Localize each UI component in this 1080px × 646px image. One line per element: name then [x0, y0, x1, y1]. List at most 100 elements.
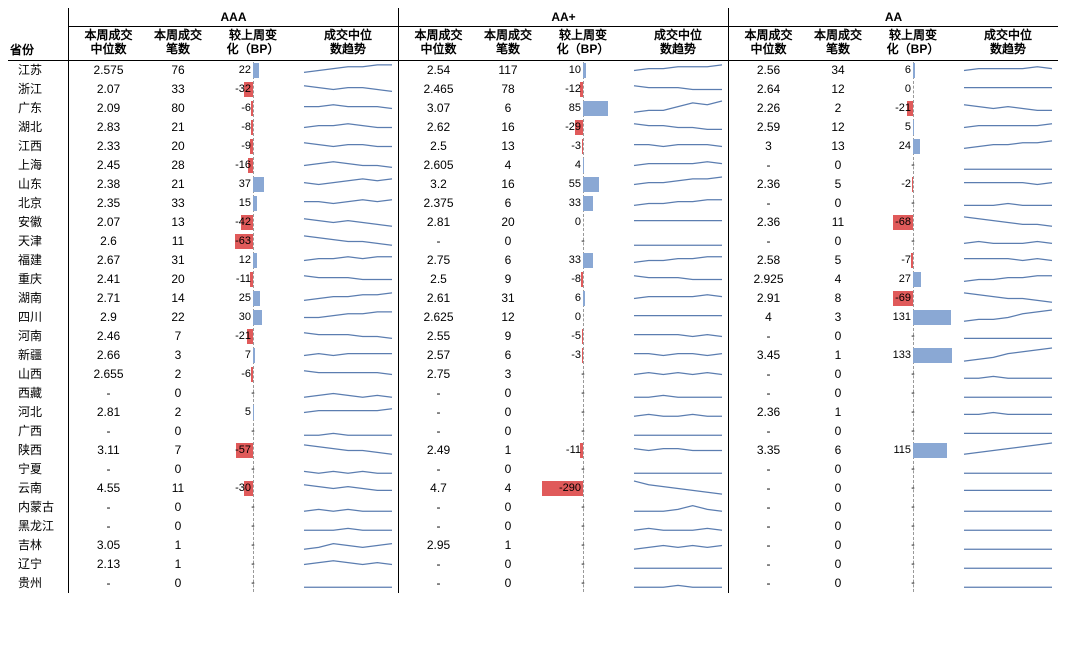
spark-AA-12 — [958, 289, 1058, 308]
count-AAA-7: 33 — [148, 194, 208, 213]
subhdr-AA+-3: 成交中位数趋势 — [628, 27, 728, 61]
spark-AA+-18 — [628, 403, 728, 422]
bp-AA-23: - — [868, 498, 958, 517]
spark-AAA-2 — [298, 99, 398, 118]
spark-AA+-17 — [628, 384, 728, 403]
median-AAA-7: 2.35 — [68, 194, 148, 213]
bp-AA-27: - — [868, 574, 958, 593]
spark-AA+-7 — [628, 194, 728, 213]
bp-AAA-4: -9 — [208, 137, 298, 156]
spark-AA-26 — [958, 555, 1058, 574]
median-AA+-26: - — [398, 555, 478, 574]
bp-AA-15: 133 — [868, 346, 958, 365]
count-AAA-14: 7 — [148, 327, 208, 346]
count-AA-14: 0 — [808, 327, 868, 346]
count-AA-5: 0 — [808, 156, 868, 175]
count-AAA-18: 2 — [148, 403, 208, 422]
bp-AAA-14: -21 — [208, 327, 298, 346]
subhdr-AA-2: 较上周变化（BP） — [868, 27, 958, 61]
count-AAA-3: 21 — [148, 118, 208, 137]
province-2: 广东 — [8, 99, 68, 118]
spark-AA-16 — [958, 365, 1058, 384]
median-AAA-22: 4.55 — [68, 479, 148, 498]
count-AA-11: 4 — [808, 270, 868, 289]
province-5: 上海 — [8, 156, 68, 175]
bp-AAA-24: - — [208, 517, 298, 536]
count-AA-6: 5 — [808, 175, 868, 194]
count-AA-21: 0 — [808, 460, 868, 479]
count-AAA-25: 1 — [148, 536, 208, 555]
bp-AA-1: 0 — [868, 80, 958, 99]
spark-AA+-20 — [628, 441, 728, 460]
count-AA-19: 0 — [808, 422, 868, 441]
spark-AA+-26 — [628, 555, 728, 574]
bp-AA+-0: 10 — [538, 61, 628, 80]
province-26: 辽宁 — [8, 555, 68, 574]
median-AA-21: - — [728, 460, 808, 479]
spark-AA-6 — [958, 175, 1058, 194]
province-7: 北京 — [8, 194, 68, 213]
count-AA-25: 0 — [808, 536, 868, 555]
spark-AA+-9 — [628, 232, 728, 251]
bp-AA+-4: -3 — [538, 137, 628, 156]
median-AAA-24: - — [68, 517, 148, 536]
median-AA+-18: - — [398, 403, 478, 422]
spark-AA+-16 — [628, 365, 728, 384]
spark-AAA-16 — [298, 365, 398, 384]
spark-AA+-5 — [628, 156, 728, 175]
spark-AA-10 — [958, 251, 1058, 270]
bp-AA+-15: -3 — [538, 346, 628, 365]
median-AAA-13: 2.9 — [68, 308, 148, 327]
spark-AAA-14 — [298, 327, 398, 346]
count-AA+-17: 0 — [478, 384, 538, 403]
bp-AA-12: -69 — [868, 289, 958, 308]
count-AA+-15: 6 — [478, 346, 538, 365]
spark-AA-2 — [958, 99, 1058, 118]
median-AAA-23: - — [68, 498, 148, 517]
spark-AAA-23 — [298, 498, 398, 517]
median-AAA-8: 2.07 — [68, 213, 148, 232]
spark-AAA-6 — [298, 175, 398, 194]
col-province: 省份 — [8, 27, 68, 61]
bp-AA+-14: -5 — [538, 327, 628, 346]
count-AAA-2: 80 — [148, 99, 208, 118]
bp-AAA-15: 7 — [208, 346, 298, 365]
count-AAA-26: 1 — [148, 555, 208, 574]
province-21: 宁夏 — [8, 460, 68, 479]
spark-AA-7 — [958, 194, 1058, 213]
median-AA+-24: - — [398, 517, 478, 536]
count-AAA-4: 20 — [148, 137, 208, 156]
spark-AAA-21 — [298, 460, 398, 479]
median-AA-26: - — [728, 555, 808, 574]
count-AA+-2: 6 — [478, 99, 538, 118]
bp-AAA-9: -63 — [208, 232, 298, 251]
bp-AA+-19: - — [538, 422, 628, 441]
spark-AA-22 — [958, 479, 1058, 498]
spark-AA+-4 — [628, 137, 728, 156]
spark-AAA-4 — [298, 137, 398, 156]
spark-AA+-27 — [628, 574, 728, 593]
median-AA+-20: 2.49 — [398, 441, 478, 460]
bp-AA+-9: - — [538, 232, 628, 251]
bp-AA-21: - — [868, 460, 958, 479]
median-AA-14: - — [728, 327, 808, 346]
median-AAA-27: - — [68, 574, 148, 593]
median-AAA-10: 2.67 — [68, 251, 148, 270]
bp-AA+-25: - — [538, 536, 628, 555]
median-AA+-10: 2.75 — [398, 251, 478, 270]
count-AA+-26: 0 — [478, 555, 538, 574]
bp-AAA-3: -8 — [208, 118, 298, 137]
median-AAA-21: - — [68, 460, 148, 479]
group-header-AA+: AA+ — [398, 8, 728, 27]
count-AAA-20: 7 — [148, 441, 208, 460]
province-1: 浙江 — [8, 80, 68, 99]
subhdr-AAA-3: 成交中位数趋势 — [298, 27, 398, 61]
bp-AA-16: - — [868, 365, 958, 384]
median-AA-4: 3 — [728, 137, 808, 156]
spark-AA+-19 — [628, 422, 728, 441]
count-AA+-19: 0 — [478, 422, 538, 441]
median-AA-17: - — [728, 384, 808, 403]
subhdr-AA+-1: 本周成交笔数 — [478, 27, 538, 61]
median-AAA-2: 2.09 — [68, 99, 148, 118]
bp-AA+-11: -8 — [538, 270, 628, 289]
